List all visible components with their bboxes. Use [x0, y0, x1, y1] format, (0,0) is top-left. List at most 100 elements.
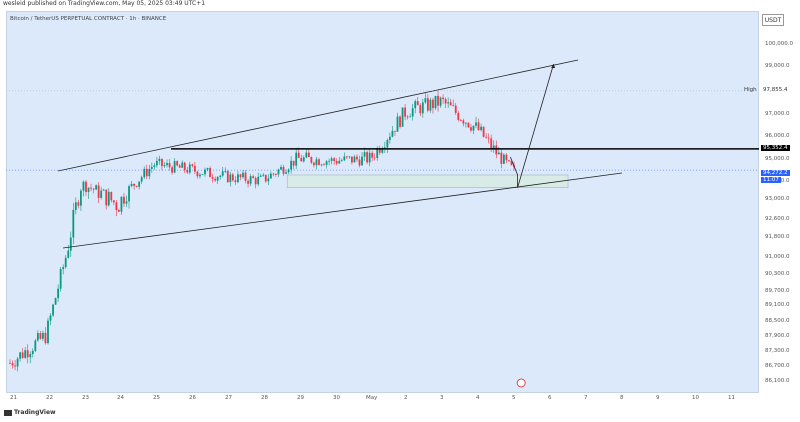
candle-body — [181, 162, 184, 168]
candle-body — [318, 159, 320, 166]
currency-selector[interactable]: USDT — [762, 14, 784, 26]
candle-body — [497, 152, 500, 155]
price-tick: 91,000.0 — [765, 254, 790, 260]
candle-body — [249, 176, 252, 184]
candle-body — [462, 120, 465, 124]
candle-body — [495, 145, 498, 155]
candle-body — [145, 168, 148, 177]
candle-body — [120, 196, 123, 212]
candle-body — [371, 152, 374, 158]
candle-body — [330, 158, 333, 161]
candle-body — [247, 180, 249, 184]
candle-body — [188, 164, 191, 173]
time-tick: May — [366, 395, 378, 401]
candle-body — [401, 107, 404, 127]
price-tick: 95,000.0 — [765, 156, 790, 162]
candle-body — [411, 108, 414, 117]
tradingview-logo[interactable]: TradingView — [4, 409, 56, 416]
candle-body — [252, 176, 255, 179]
time-tick: 6 — [548, 395, 552, 401]
candle-body — [16, 358, 19, 367]
time-tick: 28 — [261, 395, 268, 401]
chart-panel[interactable]: Bitcoin / TetherUS PERPETUAL CONTRACT · … — [6, 11, 759, 393]
time-scale[interactable] — [0, 393, 760, 405]
candle-body — [333, 158, 336, 162]
time-tick: 3 — [440, 395, 444, 401]
time-tick: 7 — [584, 395, 588, 401]
candle-body — [47, 320, 49, 344]
candle-body — [267, 178, 270, 182]
price-scale[interactable] — [760, 11, 800, 393]
candle-body — [148, 168, 151, 177]
candle-body — [62, 267, 65, 270]
candle-body — [275, 174, 277, 175]
candle-body — [125, 201, 128, 204]
time-tick: 8 — [620, 395, 624, 401]
candle-body — [396, 116, 399, 132]
candle-body — [110, 191, 113, 201]
price-tick: 92,600.0 — [765, 216, 790, 222]
candle-body — [183, 162, 186, 171]
candle-body — [85, 181, 87, 193]
candle-body — [171, 167, 173, 173]
candle-body — [363, 152, 366, 157]
candle-body — [130, 183, 133, 187]
price-tick: 93,000.0 — [765, 196, 790, 202]
candle-body — [295, 152, 298, 166]
candle-body — [69, 237, 72, 251]
candle-body — [444, 99, 447, 104]
time-tick: 29 — [297, 395, 304, 401]
candle-body — [399, 116, 401, 127]
candle-body — [237, 174, 239, 183]
candle-body — [74, 202, 77, 210]
candle-body — [297, 152, 300, 158]
candle-body — [302, 157, 305, 162]
candle-body — [368, 152, 371, 163]
candle-body — [464, 122, 467, 124]
candle-body — [31, 350, 34, 355]
candle-body — [221, 171, 224, 176]
candle-body — [442, 97, 444, 100]
candle-body — [490, 138, 493, 149]
candle-body — [67, 250, 70, 258]
candle-body — [426, 98, 429, 111]
candle-body — [138, 181, 141, 187]
candle-body — [391, 130, 394, 137]
candle-body — [508, 160, 510, 162]
candle-body — [343, 156, 346, 161]
candle-body — [14, 365, 16, 367]
candle-body — [358, 159, 361, 166]
candle-body — [467, 122, 470, 128]
candle-body — [285, 172, 287, 174]
candle-body — [386, 140, 389, 148]
candle-body — [378, 148, 381, 153]
price-tick: 87,900.0 — [765, 333, 790, 339]
countdown-tag: 11:07 — [761, 177, 781, 183]
candle-body — [419, 105, 422, 114]
price-chart[interactable] — [6, 11, 759, 393]
tradingview-icon — [4, 409, 12, 416]
price-tick: 86,700.0 — [765, 363, 790, 369]
candle-body — [59, 269, 62, 289]
candle-body — [416, 101, 419, 106]
candle-body — [310, 157, 313, 163]
candle-body — [500, 152, 503, 164]
candle-body — [196, 171, 199, 177]
candle-body — [257, 176, 260, 185]
candle-body — [505, 154, 508, 161]
candle-body — [112, 200, 115, 203]
candle-body — [366, 152, 369, 163]
candle-body — [353, 156, 356, 163]
candle-body — [161, 158, 163, 167]
candle-body — [406, 116, 409, 118]
candle-body — [52, 304, 54, 316]
candle-body — [231, 174, 234, 181]
time-tick: 22 — [46, 395, 53, 401]
candle-body — [480, 126, 482, 131]
candle-body — [199, 174, 201, 177]
candle-body — [264, 174, 267, 182]
high-label: High — [744, 87, 757, 93]
channel-lower-line — [62, 172, 623, 249]
price-tick: 96,000.0 — [765, 133, 790, 139]
candle-body — [92, 188, 95, 190]
